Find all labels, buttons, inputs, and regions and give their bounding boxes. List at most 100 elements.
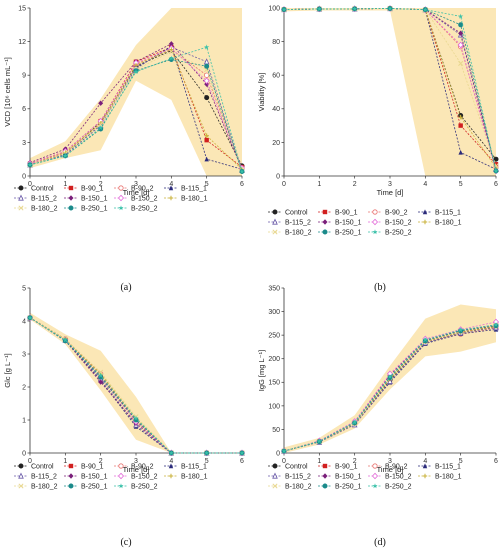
data-point <box>98 100 104 106</box>
legend-label: B-115_1 <box>435 463 461 470</box>
data-point <box>133 69 139 75</box>
legend-marker <box>168 185 174 191</box>
legend-label: B-115_2 <box>31 195 57 202</box>
legend-marker <box>272 483 278 489</box>
y-tick-label: 15 <box>18 5 26 12</box>
legend-entry: B-115_1 <box>418 209 461 216</box>
legend-marker <box>322 219 328 225</box>
legend-label: B-90_1 <box>81 463 104 470</box>
x-tick-label: 4 <box>423 458 427 465</box>
legend-label: B-115_2 <box>285 219 311 226</box>
legend-label: B-90_1 <box>81 185 104 192</box>
y-tick-label: 0 <box>276 450 280 457</box>
chart-panel-4: 0 1 2 3 4 5 6 0 50 100 150 200 250 300 350 Time [d] IgG … <box>257 285 500 548</box>
legend-label: Control <box>285 463 308 470</box>
data-point <box>168 55 174 61</box>
legend-marker <box>322 473 328 479</box>
legend-entry: B-250_1 <box>64 483 108 490</box>
legend-marker <box>322 483 328 489</box>
legend-entry: B-250_1 <box>64 205 108 212</box>
legend-label: B-150_2 <box>131 473 158 480</box>
legend-entry: Control <box>14 463 54 470</box>
legend-marker <box>68 463 74 469</box>
x-tick-label: 6 <box>240 458 244 465</box>
legend-label: B-115_1 <box>181 463 207 470</box>
legend-label: B-115_1 <box>181 185 207 192</box>
legend-entry: B-150_2 <box>114 194 158 202</box>
legend-label: B-180_2 <box>31 483 58 490</box>
data-point <box>316 6 322 12</box>
confidence-band <box>284 8 496 176</box>
legend-marker <box>372 229 378 235</box>
legend-entry: B-115_1 <box>164 185 207 192</box>
data-point <box>98 125 104 131</box>
y-tick-label: 350 <box>268 285 280 292</box>
panel-label: (a) <box>120 282 131 293</box>
legend-marker <box>68 195 74 201</box>
legend-marker <box>422 463 428 469</box>
legend-label: Control <box>31 463 54 470</box>
x-tick-label: 3 <box>388 181 392 188</box>
data-point <box>458 149 463 155</box>
legend-label: B-150_2 <box>131 195 158 202</box>
legend-label: B-180_2 <box>31 205 58 212</box>
x-tick-label: 0 <box>282 181 286 188</box>
x-tick-label: 4 <box>169 458 173 465</box>
x-tick-label: 2 <box>99 181 103 188</box>
x-tick-label: 1 <box>63 458 67 465</box>
data-point <box>458 60 464 66</box>
legend-entry: B-150_2 <box>368 472 412 480</box>
data-point <box>98 379 104 385</box>
legend-label: B-115_2 <box>31 473 57 480</box>
data-point <box>458 327 464 333</box>
y-axis-label: IgG [mg L⁻¹] <box>257 350 266 391</box>
legend-label: B-90_2 <box>131 185 154 192</box>
legend-entry: B-150_1 <box>318 473 362 480</box>
legend-marker <box>168 473 174 479</box>
legend-entry: B-180_2 <box>14 483 58 490</box>
x-tick-label: 0 <box>282 458 286 465</box>
y-tick-label: 12 <box>18 39 26 46</box>
legend-marker <box>18 205 24 211</box>
y-axis-label: Viability [%] <box>257 73 266 112</box>
x-tick-label: 5 <box>459 458 463 465</box>
y-tick-label: 100 <box>268 403 280 410</box>
legend-entry: B-115_1 <box>164 463 207 470</box>
legend-marker <box>272 229 278 235</box>
y-tick-label: 4 <box>22 318 26 325</box>
x-tick-label: 0 <box>28 181 32 188</box>
legend-entry: B-180_2 <box>268 483 312 490</box>
y-tick-label: 0 <box>22 173 26 180</box>
data-point <box>204 95 210 101</box>
x-tick-label: 3 <box>388 458 392 465</box>
legend-entry: B-180_1 <box>164 195 208 202</box>
y-tick-label: 80 <box>272 39 280 46</box>
legend-entry: B-150_1 <box>64 195 108 202</box>
x-tick-label: 4 <box>423 181 427 188</box>
y-tick-label: 0 <box>276 173 280 180</box>
y-axis-label: VCD [10⁶ cells mL⁻¹] <box>3 57 12 127</box>
x-tick-label: 2 <box>353 458 357 465</box>
legend-label: B-90_2 <box>385 463 408 470</box>
legend-label: B-150_1 <box>335 473 362 480</box>
legend-label: B-250_2 <box>131 483 158 490</box>
x-tick-label: 5 <box>205 458 209 465</box>
data-point <box>204 450 210 456</box>
legend-marker <box>371 472 379 480</box>
legend-marker <box>18 472 24 479</box>
y-tick-label: 60 <box>272 73 280 80</box>
data-point <box>458 30 464 36</box>
legend-entry: B-250_2 <box>114 205 158 212</box>
legend-label: B-150_1 <box>81 473 108 480</box>
legend-marker <box>68 185 74 191</box>
data-point <box>204 63 210 69</box>
x-tick-label: 5 <box>205 181 209 188</box>
legend-label: B-90_2 <box>131 463 154 470</box>
legend-marker <box>18 463 24 469</box>
x-tick-label: 4 <box>169 181 173 188</box>
legend-marker <box>117 472 125 480</box>
legend-marker <box>322 209 328 215</box>
x-tick-label: 2 <box>353 181 357 188</box>
legend: Control B-90_1 B-90_2 B-115_1 B-115_2 B-150_1… <box>268 209 462 236</box>
